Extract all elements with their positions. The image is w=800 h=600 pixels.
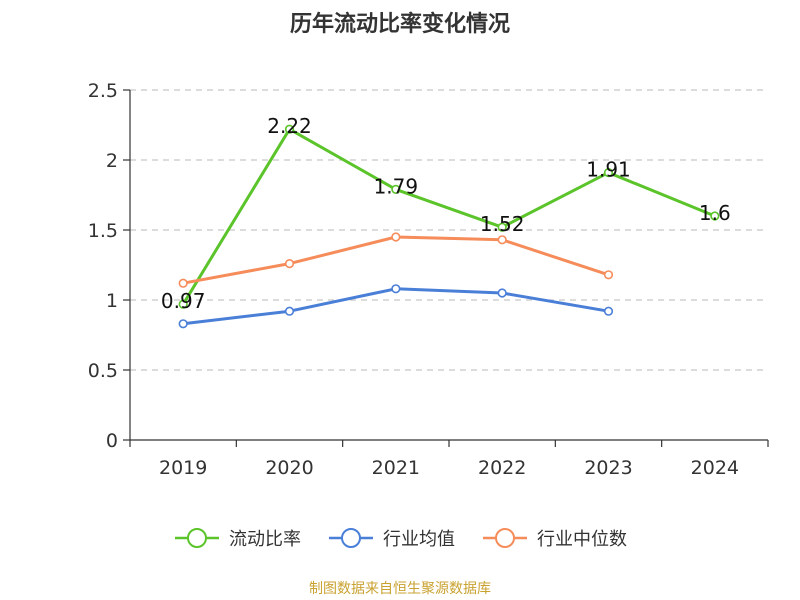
legend-item-3[interactable]: 行业中位数 [481,525,627,551]
source-note: 制图数据来自恒生聚源数据库 [309,581,491,597]
grid-lines [130,89,768,371]
legend-swatch-marker [341,528,361,548]
data-point [497,235,507,245]
data-point [178,278,188,288]
legend-item-1[interactable]: 流动比率 [173,525,301,551]
legend-item-2[interactable]: 行业均值 [327,525,455,551]
legend: 流动比率 行业均值 行业中位数 [0,520,800,556]
data-label: 1.6 [699,201,731,225]
series-line-1 [181,127,717,306]
legend-label: 流动比率 [229,529,301,550]
series-layer [178,124,720,329]
y-tick-label: 1 [106,290,118,312]
data-point [497,288,507,298]
data-label: 1.91 [586,158,631,182]
legend-swatch [175,528,219,548]
data-point [710,211,720,221]
y-tick-label: 2.5 [88,80,118,102]
data-point [391,184,401,194]
legend-label: 行业均值 [383,529,455,550]
data-point [603,270,614,280]
data-point [284,259,295,269]
x-tick-label: 2019 [159,457,207,479]
data-point [497,222,507,232]
x-tick-label: 2020 [265,457,313,479]
data-label: 0.97 [161,289,206,313]
y-tick-label: 0.5 [88,360,118,382]
legend-swatch [483,528,527,548]
legend-swatch-marker [187,528,207,548]
legend-swatch-marker [495,528,515,548]
data-point [603,168,614,178]
data-point [391,284,401,294]
legend-label: 行业中位数 [537,529,627,550]
data-point [603,306,614,316]
data-point [284,124,295,134]
x-tick-label: 2024 [691,457,739,479]
y-tick-label: 1.5 [88,220,118,242]
legend-swatch [329,528,373,548]
data-point [391,232,401,242]
series-line-3 [181,235,610,285]
x-tick-label: 2023 [584,457,632,479]
series-line-2 [181,287,610,326]
data-point [178,299,188,309]
data-point [178,319,188,329]
data-label: 1.79 [374,174,419,198]
x-tick-label: 2022 [478,457,526,479]
data-point [284,306,295,316]
chart-title: 历年流动比率变化情况 [289,12,510,37]
x-tick-label: 2021 [372,457,420,479]
y-tick-label: 2 [106,150,118,172]
data-label: 2.22 [267,114,312,138]
data-labels: 0.97 2.22 1.79 1.52 1.91 1.6 [161,114,731,313]
data-label: 1.52 [480,212,525,236]
y-tick-label: 0 [106,430,118,452]
